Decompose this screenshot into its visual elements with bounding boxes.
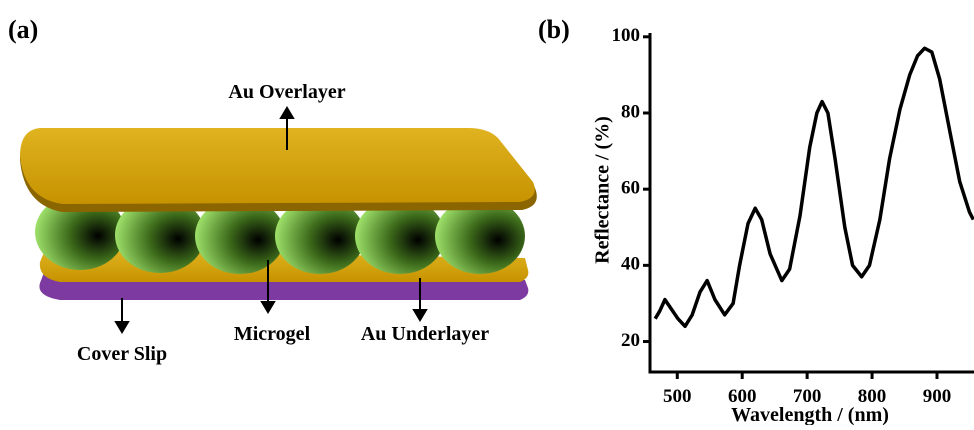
layer-stack (20, 128, 537, 300)
figure: (a) Au Overlayer Microgel Au Underlayer … (0, 0, 974, 425)
data-line (655, 48, 973, 326)
y-tick-label: 60 (621, 178, 640, 199)
x-tick-label: 500 (663, 386, 692, 407)
page: {"diagram": {"panel_label": "(a)", "labe… (0, 0, 974, 425)
x-tick-label: 700 (793, 386, 822, 407)
panel-label: (b) (538, 15, 570, 44)
x-axis-title: Wavelength / (nm) (731, 404, 889, 425)
arrowhead (281, 108, 293, 118)
y-axis-title: Reflectance / (%) (592, 116, 614, 264)
x-tick-label: 900 (923, 386, 952, 407)
overlayer (20, 128, 535, 204)
y-tick-label: 40 (621, 254, 640, 275)
y-tick-label: 100 (612, 25, 641, 46)
label: Au Underlayer (361, 323, 489, 345)
label: Au Overlayer (228, 81, 345, 103)
arrowhead (262, 302, 274, 312)
y-tick-label: 20 (621, 330, 640, 351)
label: Microgel (234, 323, 311, 345)
x-tick-label: 600 (728, 386, 757, 407)
x-tick-label: 800 (858, 386, 887, 407)
arrowhead (116, 322, 128, 332)
y-tick-label: 80 (621, 101, 640, 122)
panel-label: (a) (8, 15, 38, 44)
arrowhead (414, 310, 426, 320)
label: Cover Slip (77, 343, 167, 365)
